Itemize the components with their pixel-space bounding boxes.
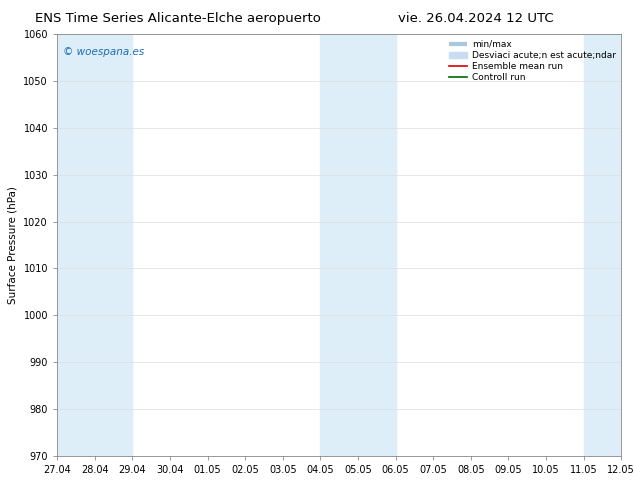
Bar [584,34,621,456]
Bar [320,34,396,456]
Text: vie. 26.04.2024 12 UTC: vie. 26.04.2024 12 UTC [398,12,553,25]
Bar [57,34,133,456]
Legend: min/max, Desviaci acute;n est acute;ndar, Ensemble mean run, Controll run: min/max, Desviaci acute;n est acute;ndar… [446,36,619,86]
Text: © woespana.es: © woespana.es [63,47,144,57]
Text: ENS Time Series Alicante-Elche aeropuerto: ENS Time Series Alicante-Elche aeropuert… [35,12,320,25]
Y-axis label: Surface Pressure (hPa): Surface Pressure (hPa) [8,186,18,304]
